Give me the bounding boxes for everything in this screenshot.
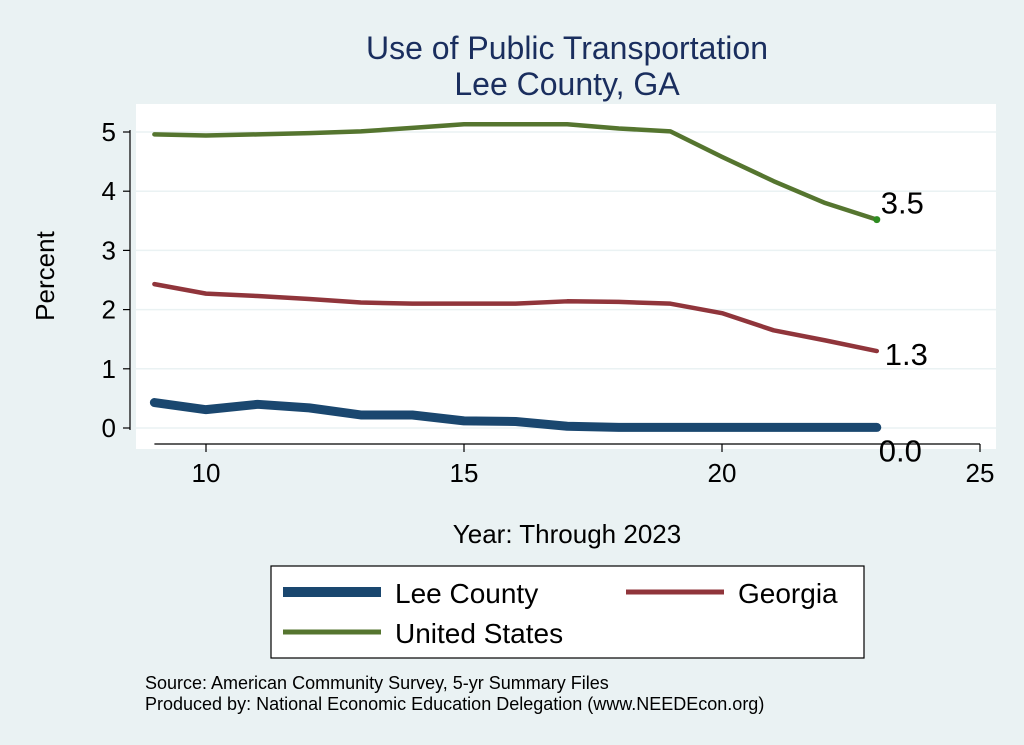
chart-title: Use of Public Transportation — [366, 30, 768, 66]
x-tick-label: 15 — [450, 458, 479, 488]
series-line-lee-county — [149, 398, 882, 432]
plot-area — [136, 104, 996, 449]
series-end-marker — [873, 216, 881, 224]
y-tick-label: 4 — [102, 176, 116, 206]
y-tick-label: 2 — [102, 295, 116, 325]
legend-label-georgia: Georgia — [738, 578, 838, 609]
x-tick-label: 25 — [966, 458, 995, 488]
y-tick-label: 0 — [102, 413, 116, 443]
legend-label-united-states: United States — [395, 618, 563, 649]
series-layer — [149, 122, 882, 432]
legend-label-lee-county: Lee County — [395, 578, 538, 609]
y-axis-title: Percent — [30, 230, 60, 320]
x-tick-label: 20 — [708, 458, 737, 488]
end-labels: 3.5 1.3 0.0 — [879, 186, 928, 469]
x-tick-label: 10 — [192, 458, 221, 488]
produced-by-note: Produced by: National Economic Education… — [145, 694, 764, 714]
y-tick-label: 5 — [102, 117, 116, 147]
source-note: Source: American Community Survey, 5-yr … — [145, 673, 609, 693]
series-line-united-states — [152, 122, 880, 222]
end-label-georgia: 1.3 — [885, 337, 928, 372]
y-tick-label: 3 — [102, 235, 116, 265]
series-line-georgia — [152, 281, 880, 354]
end-label-lee-county: 0.0 — [879, 433, 922, 468]
chart-subtitle: Lee County, GA — [454, 66, 680, 102]
y-tick-label: 1 — [102, 354, 116, 384]
x-axis-title: Year: Through 2023 — [453, 519, 681, 549]
axes: 0 1 2 3 4 5 10 15 20 25 — [102, 117, 995, 488]
end-label-united-states: 3.5 — [881, 186, 924, 221]
legend: Lee County Georgia United States — [270, 565, 865, 659]
legend-box — [270, 565, 865, 659]
